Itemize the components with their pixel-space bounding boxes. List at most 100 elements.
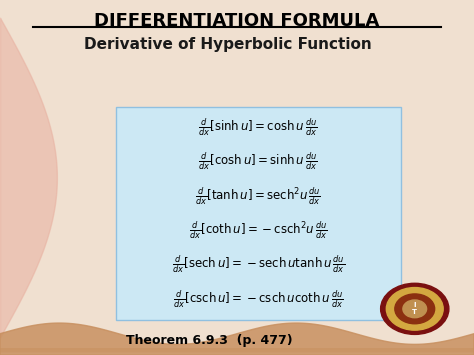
Bar bbox=[0, 350, 474, 354]
Text: $\frac{d}{dx}[\mathrm{csch}\, u] = -\mathrm{csch}\, u \coth u \, \frac{du}{dx}$: $\frac{d}{dx}[\mathrm{csch}\, u] = -\mat… bbox=[173, 288, 344, 310]
Bar bbox=[0, 350, 474, 354]
Bar bbox=[0, 351, 474, 354]
Text: $\frac{d}{dx}[\cosh u] = \sinh u \, \frac{du}{dx}$: $\frac{d}{dx}[\cosh u] = \sinh u \, \fra… bbox=[199, 151, 318, 172]
Bar bbox=[0, 351, 474, 355]
Bar bbox=[0, 351, 474, 355]
Bar bbox=[0, 351, 474, 354]
Bar bbox=[0, 349, 474, 352]
Bar bbox=[0, 350, 474, 353]
Bar bbox=[0, 351, 474, 354]
Bar bbox=[0, 349, 474, 353]
Bar bbox=[0, 351, 474, 355]
Bar bbox=[0, 350, 474, 354]
Bar bbox=[0, 350, 474, 354]
Bar bbox=[0, 348, 474, 352]
Bar bbox=[0, 350, 474, 353]
Bar bbox=[0, 350, 474, 354]
Bar bbox=[0, 351, 474, 354]
Bar bbox=[0, 350, 474, 354]
Text: $\frac{d}{dx}[\mathrm{sech}\, u] = -\mathrm{sech}\, u \tanh u \, \frac{du}{dx}$: $\frac{d}{dx}[\mathrm{sech}\, u] = -\mat… bbox=[172, 254, 345, 275]
Text: Derivative of Hyperbolic Function: Derivative of Hyperbolic Function bbox=[83, 37, 372, 52]
Bar bbox=[0, 351, 474, 355]
Bar bbox=[0, 349, 474, 353]
Bar bbox=[0, 349, 474, 353]
Bar bbox=[0, 349, 474, 352]
Bar bbox=[0, 350, 474, 354]
Bar bbox=[0, 349, 474, 352]
Bar bbox=[0, 349, 474, 353]
Bar bbox=[0, 350, 474, 353]
Bar bbox=[0, 349, 474, 352]
Bar bbox=[0, 348, 474, 351]
Bar bbox=[0, 351, 474, 355]
Bar bbox=[0, 351, 474, 355]
Bar bbox=[0, 348, 474, 352]
Circle shape bbox=[403, 300, 427, 318]
Bar bbox=[0, 348, 474, 351]
Bar bbox=[0, 350, 474, 354]
Bar bbox=[0, 349, 474, 352]
Bar bbox=[0, 349, 474, 353]
Text: I
T: I T bbox=[412, 302, 417, 315]
Bar bbox=[0, 350, 474, 354]
Text: $\frac{d}{dx}[\coth u] = -\mathrm{csch}^2 u \, \frac{du}{dx}$: $\frac{d}{dx}[\coth u] = -\mathrm{csch}^… bbox=[189, 219, 328, 241]
Bar bbox=[0, 349, 474, 353]
Circle shape bbox=[395, 294, 435, 324]
Bar bbox=[0, 350, 474, 353]
Bar bbox=[0, 350, 474, 354]
Bar bbox=[0, 349, 474, 353]
Bar bbox=[0, 351, 474, 355]
Bar bbox=[0, 349, 474, 352]
Bar bbox=[0, 349, 474, 353]
Bar bbox=[0, 351, 474, 355]
Bar bbox=[0, 349, 474, 352]
Bar bbox=[0, 351, 474, 354]
Bar bbox=[0, 348, 474, 352]
Bar bbox=[0, 350, 474, 354]
Bar bbox=[0, 348, 474, 352]
Bar bbox=[0, 350, 474, 354]
Circle shape bbox=[381, 283, 449, 334]
Text: Theorem 6.9.3  (p. 477): Theorem 6.9.3 (p. 477) bbox=[126, 334, 292, 347]
Bar bbox=[0, 351, 474, 355]
Bar bbox=[0, 350, 474, 354]
Bar bbox=[0, 350, 474, 353]
Bar bbox=[0, 349, 474, 352]
Bar bbox=[0, 349, 474, 353]
Bar bbox=[0, 350, 474, 354]
Bar bbox=[0, 350, 474, 354]
Bar bbox=[0, 349, 474, 353]
Bar bbox=[0, 348, 474, 352]
Bar bbox=[0, 349, 474, 353]
Bar bbox=[0, 350, 474, 353]
Text: $\frac{d}{dx}[\tanh u] = \mathrm{sech}^2 u \, \frac{du}{dx}$: $\frac{d}{dx}[\tanh u] = \mathrm{sech}^2… bbox=[195, 185, 321, 207]
Bar bbox=[0, 348, 474, 352]
Bar bbox=[0, 348, 474, 351]
Bar bbox=[0, 349, 474, 353]
Bar bbox=[0, 351, 474, 355]
Bar bbox=[0, 349, 474, 353]
Bar bbox=[0, 351, 474, 355]
Bar bbox=[0, 348, 474, 352]
Bar bbox=[0, 350, 474, 354]
FancyBboxPatch shape bbox=[116, 106, 401, 320]
Bar bbox=[0, 351, 474, 355]
Bar bbox=[0, 351, 474, 354]
Bar bbox=[0, 349, 474, 352]
Text: DIFFERENTIATION FORMULA: DIFFERENTIATION FORMULA bbox=[94, 12, 380, 31]
Bar bbox=[0, 351, 474, 355]
Bar bbox=[0, 351, 474, 354]
Bar bbox=[0, 350, 474, 354]
Bar bbox=[0, 349, 474, 353]
Bar bbox=[0, 349, 474, 352]
Bar bbox=[0, 350, 474, 354]
Bar bbox=[0, 349, 474, 352]
Bar bbox=[0, 350, 474, 354]
Bar bbox=[0, 351, 474, 354]
Bar bbox=[0, 351, 474, 355]
Bar bbox=[0, 349, 474, 353]
Bar bbox=[0, 351, 474, 354]
Bar bbox=[0, 351, 474, 354]
Bar bbox=[0, 348, 474, 352]
Bar bbox=[0, 350, 474, 354]
